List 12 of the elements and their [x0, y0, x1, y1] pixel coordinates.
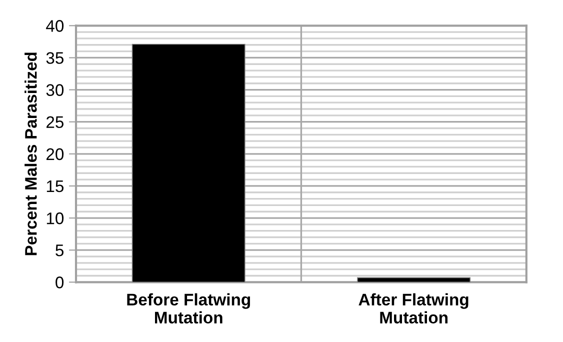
y-tick-label: 35 [46, 52, 64, 64]
y-axis-title: Percent Males Parasitized [24, 52, 37, 256]
y-tick-label: 30 [46, 84, 64, 96]
y-tick-label: 0 [56, 276, 64, 288]
y-tick-label: 25 [46, 116, 64, 128]
y-tick-label: 10 [46, 212, 64, 224]
y-tick-label: 40 [46, 20, 64, 32]
y-tick-label: 20 [46, 148, 64, 160]
x-tick-label: Before Flatwing Mutation [127, 293, 250, 324]
y-tick-label: 5 [56, 244, 64, 256]
x-tick-label: After Flatwing Mutation [358, 293, 468, 324]
y-tick-label: 15 [46, 180, 64, 192]
